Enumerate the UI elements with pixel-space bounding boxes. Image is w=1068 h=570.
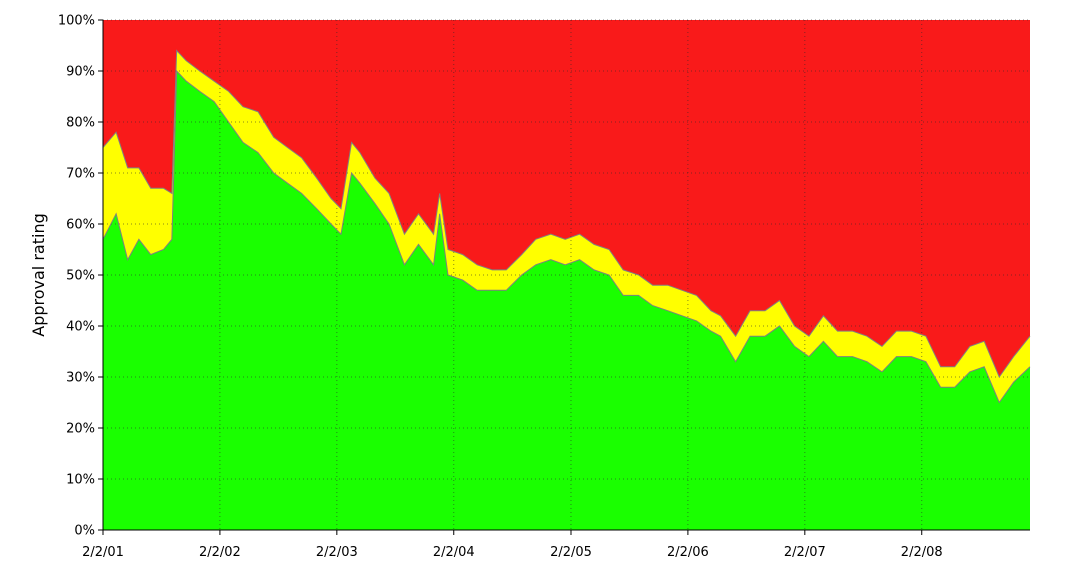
series-area-top xyxy=(103,20,1030,377)
y-tick-label: 50% xyxy=(66,269,95,284)
series-line-bottom xyxy=(102,69,1031,404)
y-tick-label: 0% xyxy=(74,524,95,539)
x-tick-label: 2/2/02 xyxy=(199,545,241,560)
series-line-middle xyxy=(102,49,1031,379)
series-area-bottom xyxy=(103,71,1030,530)
x-tick-label: 2/2/07 xyxy=(784,545,826,560)
line-layer xyxy=(102,49,1031,404)
y-axis-title: Approval rating xyxy=(29,213,48,336)
area-layer xyxy=(103,20,1030,530)
y-tick-label: 10% xyxy=(66,473,95,488)
series-area-middle xyxy=(103,50,1030,403)
y-tick-label: 60% xyxy=(66,218,95,233)
y-tick-label: 30% xyxy=(66,371,95,386)
y-tick-labels: 0% 10% 20% 30% 40% 50% 60% 70% 80% 90% 100% xyxy=(58,14,95,539)
y-tick-label: 100% xyxy=(58,14,95,29)
y-tick-label: 40% xyxy=(66,320,95,335)
axes-layer xyxy=(98,19,1030,535)
x-tick-label: 2/2/08 xyxy=(901,545,943,560)
x-tick-label: 2/2/06 xyxy=(667,545,709,560)
y-tick-label: 20% xyxy=(66,422,95,437)
x-tick-label: 2/2/04 xyxy=(433,545,475,560)
x-tick-labels: 2/2/01 2/2/02 2/2/03 2/2/04 2/2/05 2/2/06 2/2/… xyxy=(82,545,943,560)
x-tick-label: 2/2/03 xyxy=(316,545,358,560)
y-tick-label: 70% xyxy=(66,167,95,182)
y-tick-label: 80% xyxy=(66,116,95,131)
x-tick-label: 2/2/01 xyxy=(82,545,124,560)
x-tick-label: 2/2/05 xyxy=(550,545,592,560)
y-tick-label: 90% xyxy=(66,65,95,80)
